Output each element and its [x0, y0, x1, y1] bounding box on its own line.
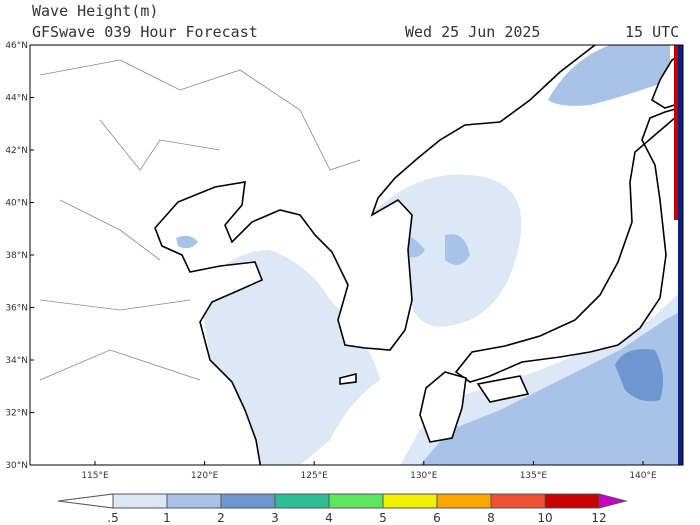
lat-label: 46°N: [5, 41, 28, 51]
colorbar-segment: [274, 493, 330, 509]
colorbar-label: 10: [537, 511, 552, 525]
map-subtitle: GFSwave 039 Hour Forecast: [32, 23, 258, 41]
wave-region: [420, 310, 683, 465]
colorbar-segment: [382, 493, 438, 509]
forecast-time: 15 UTC: [625, 23, 679, 41]
colorbar-label: 6: [433, 511, 441, 525]
island: [419, 371, 467, 443]
colorbar-segment: [490, 493, 546, 509]
map-title: Wave Height(m): [32, 2, 158, 20]
colorbar-label: 1: [163, 511, 171, 525]
colorbar-segment: [166, 493, 222, 509]
colorbar-label: .5: [107, 511, 118, 525]
wave-region: [548, 45, 670, 106]
island: [454, 106, 683, 383]
lon-label: 130°E: [410, 471, 438, 481]
colorbar-arrow: [57, 493, 114, 509]
colorbar-arrow: [598, 493, 628, 509]
colorbar-label: 12: [591, 511, 606, 525]
lon-label: 135°E: [520, 471, 548, 481]
lat-label: 32°N: [5, 409, 28, 419]
lon-label: 125°E: [301, 471, 329, 481]
colorbar-label: 8: [487, 511, 495, 525]
lat-label: 42°N: [5, 146, 28, 156]
lon-label: 120°E: [191, 471, 219, 481]
lon-label: 140°E: [629, 471, 657, 481]
lat-label: 36°N: [5, 304, 28, 314]
colorbar-label: 3: [271, 511, 279, 525]
colorbar-segment: [220, 493, 276, 509]
lat-label: 38°N: [5, 251, 28, 261]
lat-label: 40°N: [5, 199, 28, 209]
lat-label: 34°N: [5, 356, 28, 366]
map-area: [30, 45, 683, 465]
lon-label: 115°E: [81, 471, 109, 481]
forecast-date: Wed 25 Jun 2025: [405, 23, 540, 41]
island: [339, 372, 357, 385]
edge-band: [674, 45, 678, 220]
edge-band: [678, 45, 683, 465]
colorbar: .5 1 2 3 4 5 6 8 10 12: [57, 493, 628, 525]
colorbar-label: 5: [379, 511, 387, 525]
wave-region: [615, 349, 664, 402]
colorbar-segment: [328, 493, 384, 509]
lat-label: 44°N: [5, 94, 28, 104]
border: [39, 59, 361, 381]
wave-region: [176, 235, 198, 249]
mainland: [30, 45, 596, 465]
colorbar-label: 2: [217, 511, 225, 525]
colorbar-segment: [436, 493, 492, 509]
colorbar-segment: [544, 493, 600, 509]
wave-region: [390, 234, 470, 265]
colorbar-segment: [112, 493, 168, 509]
island: [476, 375, 530, 403]
colorbar-label: 4: [325, 511, 333, 525]
lat-label: 30°N: [5, 461, 28, 471]
axes: 30°N 32°N 34°N 36°N 38°N 40°N 42°N 44°N 46°N 115°…: [5, 41, 657, 481]
